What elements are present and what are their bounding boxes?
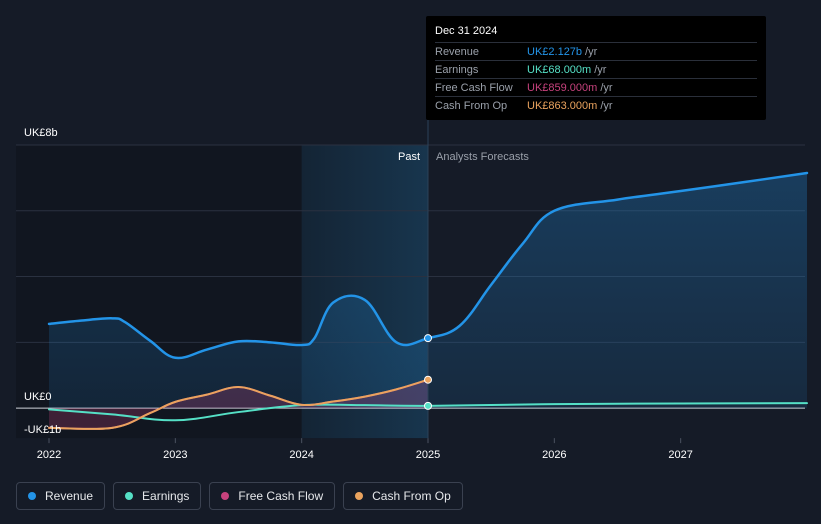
y-label-zero: UK£0 [24,391,52,403]
x-tick-label-2024: 2024 [289,449,313,461]
x-tick-label-2027: 2027 [668,449,692,461]
tooltip-value: UK£2.127b [527,45,583,58]
x-axis-ticks: 2022 2023 2024 2025 2026 2027 [37,438,693,461]
legend-item-revenue[interactable]: Revenue [16,482,106,510]
tooltip-unit: /yr [600,81,613,94]
legend-label: Earnings [142,489,190,503]
x-tick-label-2022: 2022 [37,449,61,461]
legend-item-cash-from-op[interactable]: Cash From Op [343,482,463,510]
x-tick-label-2025: 2025 [416,449,440,461]
legend-dot-icon [28,492,36,500]
tooltip-row: Cash From Op UK£863.000m/yr [435,96,757,114]
legend-dot-icon [355,492,364,500]
chart-canvas: UK£8b UK£0 -UK£1b Past Analysts Forecast… [16,120,809,461]
tooltip-row: Free Cash Flow UK£859.000m/yr [435,78,757,96]
tooltip-value: UK£68.000m [527,63,592,76]
revenue-marker [424,334,432,343]
x-tick-label-2023: 2023 [163,449,187,461]
tooltip-label: Revenue [435,45,480,58]
tooltip-unit: /yr [585,45,598,58]
revenue-area [49,172,807,409]
series-lines [47,171,809,431]
legend-label: Free Cash Flow [238,489,324,503]
series-areas [49,172,807,430]
legend: Revenue Earnings Free Cash Flow Cash From O… [16,482,463,510]
legend-item-earnings[interactable]: Earnings [113,482,202,510]
legend-item-free-cash-flow[interactable]: Free Cash Flow [209,482,336,510]
tooltip-unit: /yr [594,63,607,76]
tooltip-label: Earnings [435,63,479,76]
y-label-bottom: -UK£1b [24,424,61,436]
tooltip-label: Cash From Op [435,99,508,112]
y-label-top: UK£8b [24,127,58,139]
cash-from-op-line [48,378,429,431]
forecast-label: Analysts Forecasts [436,151,529,163]
legend-label: Cash From Op [372,489,451,503]
tooltip: Dec 31 2024 Revenue UK£2.127b/yr Earnings U… [426,16,766,120]
tooltip-row: Earnings UK£68.000m/yr [435,60,757,78]
series-markers [424,334,432,410]
tooltip-value: UK£863.000m [527,99,598,112]
legend-dot-icon [125,492,134,500]
past-label: Past [398,151,420,163]
tooltip-value: UK£859.000m [527,81,598,94]
legend-dot-icon [221,492,230,500]
revenue-line [47,171,809,360]
legend-label: Revenue [45,489,94,503]
x-tick-label-2026: 2026 [542,449,566,461]
tooltip-unit: /yr [600,99,613,112]
cash-from-op-marker [424,375,432,384]
tooltip-date: Dec 31 2024 [435,25,498,37]
tooltip-row: Revenue UK£2.127b/yr [435,42,757,60]
tooltip-label: Free Cash Flow [435,81,513,94]
earnings-marker [424,401,432,410]
earnings-line [48,402,808,422]
free-cash-flow-area [49,379,428,430]
